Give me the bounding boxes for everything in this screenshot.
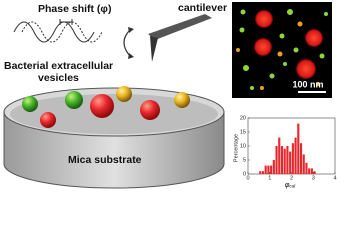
- bar: [313, 171, 316, 174]
- cantilever-label: cantilever: [178, 2, 227, 14]
- phase-label: Phase shift (φ): [38, 3, 111, 15]
- phase-waves: [13, 19, 103, 43]
- bar: [267, 165, 270, 174]
- plot-frame: [247, 117, 336, 175]
- bar: [310, 168, 313, 174]
- bar: [275, 146, 278, 174]
- mica-dish: [3, 87, 225, 189]
- y-axis-label: Percentage: [233, 134, 239, 162]
- bar: [302, 154, 305, 174]
- bar: [289, 151, 292, 174]
- afm-image: [232, 2, 332, 98]
- vesicles: [22, 86, 190, 128]
- scale-bar-label: 100 nm: [292, 79, 323, 89]
- x-axis-symbol: φ: [285, 182, 290, 189]
- bar: [294, 137, 297, 174]
- bar: [291, 143, 294, 174]
- bar: [305, 162, 308, 174]
- y-tick-label: 5: [243, 157, 246, 163]
- x-tick-label: 4: [333, 175, 336, 181]
- y-tick-label: 15: [240, 129, 246, 135]
- x-tick-label: 3: [312, 175, 315, 181]
- x-axis-subscript: cal: [289, 184, 296, 189]
- bar: [272, 160, 275, 174]
- bar: [299, 143, 303, 174]
- substrate-label: Mica substrate: [68, 154, 142, 166]
- bar: [286, 146, 289, 174]
- bar: [283, 148, 286, 174]
- x-axis-label: φcal: [285, 182, 296, 189]
- y-tick-label: 20: [240, 115, 246, 121]
- bar: [278, 137, 281, 174]
- vesicles-label: vesicles: [38, 72, 79, 84]
- x-tick-label: 1: [268, 175, 271, 181]
- bar: [259, 171, 262, 174]
- vesicles-label: Bacterial extracellular: [4, 60, 113, 72]
- bar: [264, 165, 267, 174]
- bar: [297, 123, 300, 174]
- bar: [280, 146, 284, 174]
- x-tick-label: 2: [290, 175, 293, 181]
- cantilever-shape: [123, 14, 212, 62]
- bar: [308, 168, 311, 174]
- y-tick-label: 10: [240, 143, 246, 149]
- y-tick-label: 0: [243, 171, 246, 177]
- x-tick-label: 0: [246, 175, 249, 181]
- bar: [261, 171, 265, 174]
- bar: [270, 165, 273, 174]
- figure: Phase shift (φ) cantilever Bacterial ext…: [3, 2, 337, 189]
